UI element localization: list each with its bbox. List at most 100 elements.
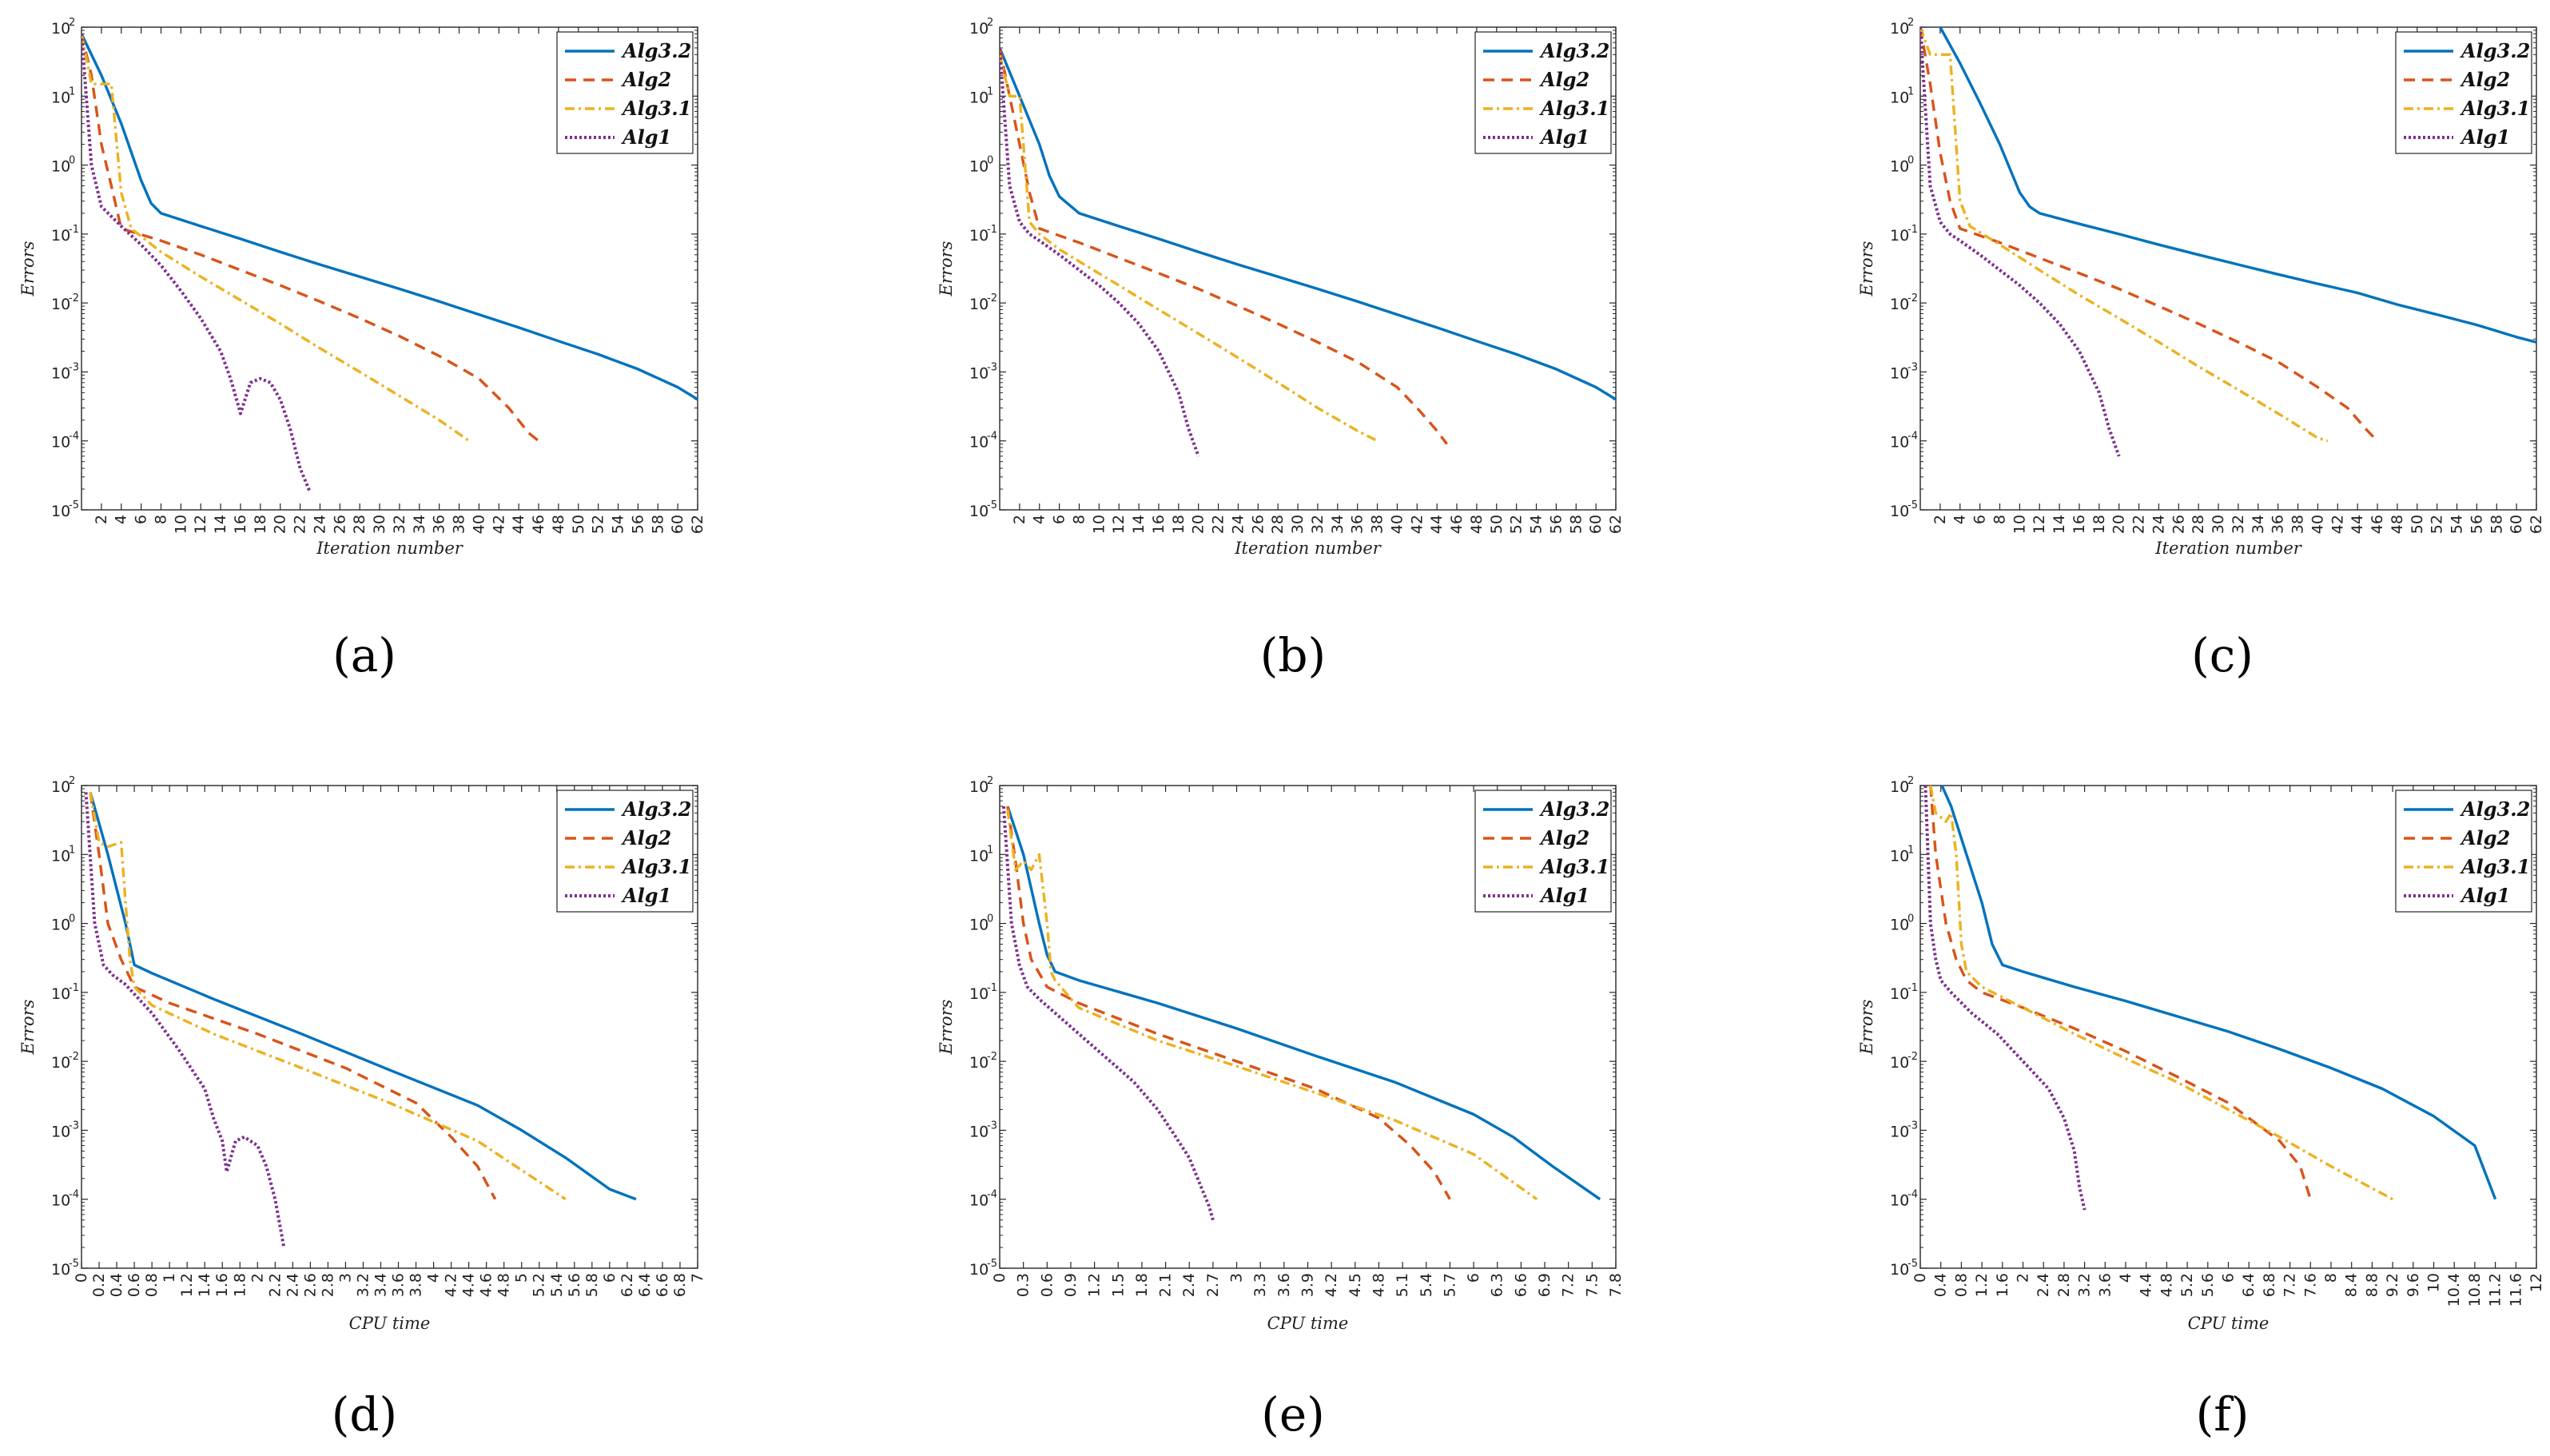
series-line-alg2 bbox=[82, 34, 540, 443]
x-tick-label: 1.8 bbox=[1133, 1273, 1151, 1297]
x-tick-label: 0.6 bbox=[1038, 1273, 1056, 1297]
y-tick-exponent: -1 bbox=[69, 982, 79, 994]
y-tick-exponent: -3 bbox=[1908, 1120, 1918, 1132]
x-tick-label: 8 bbox=[2322, 1273, 2340, 1283]
panel-caption: (c) bbox=[2191, 628, 2254, 682]
x-tick-label: 26 bbox=[331, 515, 348, 534]
x-tick-label: 1.6 bbox=[213, 1273, 231, 1297]
x-tick-label: 6.4 bbox=[636, 1273, 654, 1297]
x-tick-label: 14 bbox=[1130, 515, 1148, 534]
series-line-alg3-2 bbox=[89, 791, 637, 1201]
x-tick-label: 4 bbox=[425, 1273, 443, 1283]
panel-caption: (b) bbox=[1260, 628, 1326, 682]
legend-label-alg3-2: Alg3.2 bbox=[1539, 39, 1609, 62]
x-tick-label: 5.8 bbox=[583, 1273, 601, 1297]
y-tick-label: 10 bbox=[969, 1261, 989, 1279]
y-tick-exponent: -3 bbox=[987, 1120, 997, 1132]
y-tick-exponent: -4 bbox=[1908, 1189, 1918, 1201]
y-tick-label: 10 bbox=[1890, 364, 1909, 382]
x-tick-label: 2.6 bbox=[301, 1273, 319, 1297]
y-tick-label: 10 bbox=[969, 1054, 989, 1072]
x-tick-label: 1.2 bbox=[178, 1273, 196, 1297]
y-tick-label: 10 bbox=[51, 1192, 70, 1210]
y-tick-exponent: -4 bbox=[1908, 431, 1918, 443]
y-tick-exponent: -2 bbox=[69, 1051, 79, 1063]
x-tick-label: 0 bbox=[1912, 1273, 1929, 1283]
x-tick-label: 20 bbox=[1190, 515, 1207, 534]
x-tick-label: 28 bbox=[2190, 515, 2207, 534]
x-tick-label: 50 bbox=[2409, 515, 2426, 534]
x-tick-label: 2.1 bbox=[1157, 1273, 1175, 1297]
x-tick-label: 2 bbox=[1931, 515, 1949, 524]
y-tick-label: 10 bbox=[1890, 1261, 1909, 1279]
series-line-alg3-1 bbox=[1920, 27, 2329, 443]
y-tick-label: 10 bbox=[969, 434, 989, 452]
x-tick-label: 6.2 bbox=[619, 1273, 636, 1297]
legend-label-alg1: Alg1 bbox=[1539, 125, 1589, 149]
x-tick-label: 4 bbox=[1031, 515, 1048, 524]
x-tick-label: 11.2 bbox=[2487, 1273, 2504, 1307]
legend-label-alg3-2: Alg3.2 bbox=[2460, 798, 2530, 821]
x-tick-label: 6.6 bbox=[654, 1273, 671, 1297]
x-tick-label: 28 bbox=[1269, 515, 1287, 534]
y-tick-exponent: 1 bbox=[1908, 844, 1914, 856]
x-tick-label: 1.2 bbox=[1086, 1273, 1104, 1297]
x-tick-label: 3.3 bbox=[1251, 1273, 1269, 1297]
x-tick-label: 24 bbox=[311, 515, 328, 534]
y-tick-label: 10 bbox=[1890, 89, 1909, 106]
y-tick-exponent: 0 bbox=[1908, 913, 1914, 925]
x-tick-label: 44 bbox=[2349, 515, 2366, 534]
y-tick-label: 10 bbox=[51, 296, 70, 313]
y-tick-exponent: -4 bbox=[987, 1189, 997, 1201]
y-tick-exponent: -4 bbox=[69, 431, 79, 443]
x-tick-label: 2.4 bbox=[284, 1273, 301, 1297]
y-tick-exponent: -4 bbox=[987, 431, 997, 443]
x-tick-label: 56 bbox=[629, 515, 646, 534]
series-group bbox=[84, 791, 637, 1248]
x-tick-label: 40 bbox=[470, 515, 487, 534]
x-tick-label: 52 bbox=[1508, 515, 1526, 534]
legend-label-alg3-1: Alg3.1 bbox=[2460, 97, 2530, 120]
x-tick-label: 2 bbox=[2015, 1273, 2032, 1283]
x-tick-label: 56 bbox=[1547, 515, 1565, 534]
x-tick-label: 12 bbox=[2031, 515, 2048, 534]
x-tick-label: 30 bbox=[2210, 515, 2227, 534]
x-tick-label: 3.6 bbox=[1275, 1273, 1293, 1297]
panel-caption: (f) bbox=[2196, 1387, 2250, 1442]
x-tick-label: 16 bbox=[2071, 515, 2088, 534]
y-tick-exponent: -1 bbox=[1908, 224, 1918, 236]
series-line-alg3-1 bbox=[1000, 54, 1378, 443]
y-tick-label: 10 bbox=[51, 778, 70, 796]
x-tick-label: 0.8 bbox=[1952, 1273, 1970, 1297]
x-tick-label: 56 bbox=[2468, 515, 2485, 534]
x-tick-label: 12 bbox=[2528, 1273, 2545, 1292]
x-tick-label: 62 bbox=[2528, 515, 2545, 534]
x-tick-label: 10 bbox=[2011, 515, 2028, 534]
x-tick-label: 0.4 bbox=[1932, 1273, 1950, 1297]
y-tick-label: 10 bbox=[1890, 296, 1909, 313]
series-line-alg2 bbox=[1000, 47, 1448, 445]
series-line-alg1 bbox=[1923, 786, 2087, 1211]
x-tick-label: 0.2 bbox=[90, 1273, 108, 1297]
x-tick-label: 11.6 bbox=[2507, 1273, 2524, 1307]
x-tick-label: 0 bbox=[991, 1273, 1008, 1283]
series-line-alg3-2 bbox=[82, 33, 698, 401]
x-tick-label: 2.8 bbox=[319, 1273, 336, 1297]
x-tick-label: 3 bbox=[336, 1273, 354, 1283]
y-tick-exponent: -5 bbox=[987, 1258, 997, 1270]
x-tick-label: 5.4 bbox=[548, 1273, 566, 1297]
y-tick-exponent: -3 bbox=[987, 361, 997, 373]
y-tick-label: 10 bbox=[969, 847, 989, 865]
x-tick-label: 1.6 bbox=[1994, 1273, 2011, 1297]
series-group bbox=[1001, 806, 1601, 1221]
x-tick-label: 34 bbox=[411, 515, 428, 534]
y-tick-exponent: -2 bbox=[1908, 292, 1918, 304]
x-tick-label: 4.8 bbox=[1370, 1273, 1387, 1297]
x-tick-label: 16 bbox=[1150, 515, 1168, 534]
x-tick-label: 46 bbox=[530, 515, 547, 534]
x-tick-label: 4.6 bbox=[478, 1273, 495, 1297]
x-tick-label: 42 bbox=[2329, 515, 2346, 534]
y-axis-label: Errors bbox=[1857, 999, 1876, 1055]
x-tick-label: 48 bbox=[550, 515, 567, 534]
